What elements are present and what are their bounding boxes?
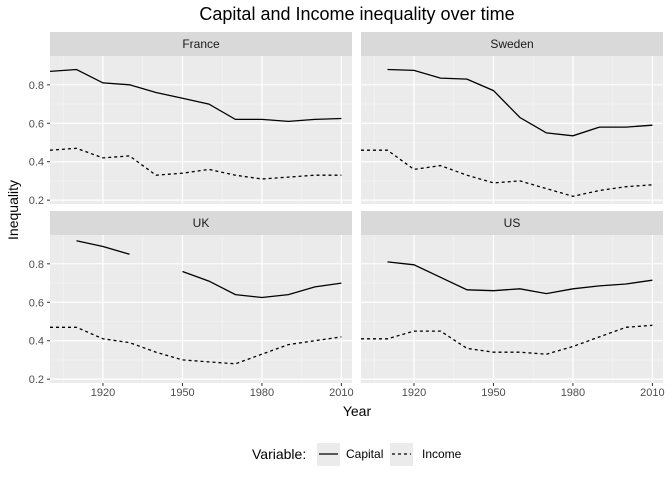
x-tick-label: 1980 bbox=[561, 387, 585, 399]
x-tick-label: 2010 bbox=[640, 387, 664, 399]
legend-label-capital: Capital bbox=[346, 447, 383, 461]
y-tick-label: 0.4 bbox=[29, 157, 44, 169]
panel-background bbox=[50, 56, 352, 204]
series-line-capital bbox=[387, 68, 653, 137]
x-axis-title: Year bbox=[343, 403, 372, 419]
series-line-capital bbox=[49, 68, 342, 123]
series-line-income bbox=[49, 147, 342, 180]
y-tick-label: 0.6 bbox=[29, 297, 44, 309]
y-tick-label: 0.6 bbox=[29, 118, 44, 130]
series-line-capital bbox=[76, 240, 130, 255]
x-tick-label: 1950 bbox=[481, 387, 505, 399]
y-tick-label: 0.2 bbox=[29, 374, 44, 386]
x-tick-label: 1920 bbox=[91, 387, 115, 399]
y-tick-label: 0.8 bbox=[29, 259, 44, 271]
y-tick-label: 0.8 bbox=[29, 80, 44, 92]
facet-panel-uk: UK 0.2 0.4 0.6 0.8 1920 1950 1980 2010 bbox=[29, 211, 354, 399]
x-tick-label: 1980 bbox=[250, 387, 274, 399]
y-tick-label: 0.4 bbox=[29, 336, 44, 348]
y-axis-title: Inequality bbox=[5, 180, 21, 240]
series-line-capital bbox=[387, 261, 653, 295]
series-line-income bbox=[361, 324, 653, 355]
panel-background bbox=[361, 56, 663, 204]
panel-background bbox=[361, 235, 663, 383]
facet-strip-label: Sweden bbox=[490, 37, 533, 51]
y-tick-label: 0.2 bbox=[29, 195, 44, 207]
facet-panel-france: France 0.2 0.4 0.6 0.8 bbox=[29, 32, 352, 207]
series-line-capital bbox=[182, 270, 342, 299]
facet-strip bbox=[50, 211, 352, 235]
x-tick-label: 2010 bbox=[329, 387, 353, 399]
facet-strip-label: France bbox=[182, 37, 220, 51]
legend-label-income: Income bbox=[422, 447, 462, 461]
series-line-income bbox=[50, 326, 342, 365]
facet-strip-label: US bbox=[504, 216, 521, 230]
facet-strip bbox=[361, 211, 663, 235]
facet-strip bbox=[361, 32, 663, 56]
legend: Variable: Capital Income bbox=[252, 443, 462, 466]
x-tick-label: 1920 bbox=[402, 387, 426, 399]
x-tick-label: 1950 bbox=[170, 387, 194, 399]
chart-title: Capital and Income inequality over time bbox=[199, 4, 514, 24]
facet-strip bbox=[50, 32, 352, 56]
facet-strip-label: UK bbox=[193, 216, 210, 230]
facet-panels: France 0.2 0.4 0.6 0.8 Sweden UK 0.2 0.4 0.6 0.8 19… bbox=[29, 32, 665, 399]
facet-panel-sweden: Sweden bbox=[361, 32, 663, 204]
legend-key-background bbox=[390, 443, 413, 466]
legend-title: Variable: bbox=[252, 446, 306, 462]
facet-panel-us: US 1920 1950 1980 2010 bbox=[361, 211, 665, 399]
